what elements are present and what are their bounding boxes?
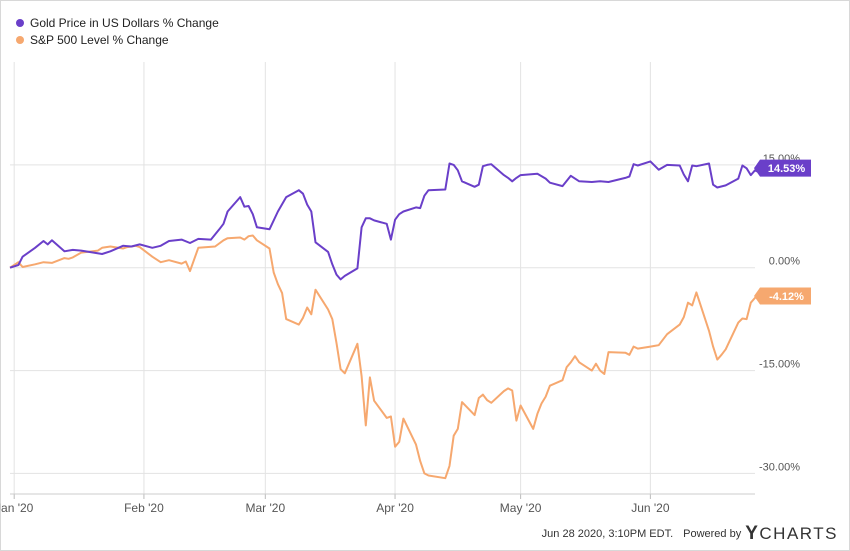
legend-item-gold[interactable]: Gold Price in US Dollars % Change xyxy=(16,14,219,31)
end-value-badges: 14.53% -4.12% xyxy=(754,159,811,305)
legend-label-sp500: S&P 500 Level % Change xyxy=(30,32,169,47)
end-badge-shape xyxy=(754,159,811,177)
end-badge-label: 14.53% xyxy=(768,163,806,175)
x-tick-label: Apr '20 xyxy=(376,501,414,515)
x-tick-label: Mar '20 xyxy=(245,501,285,515)
end-badge-shape xyxy=(754,287,811,305)
grid-layer xyxy=(10,62,755,494)
powered-by-label: Powered by xyxy=(683,528,742,540)
legend-marker-sp500 xyxy=(16,35,24,44)
x-tick-label: Jan '20 xyxy=(0,501,34,515)
legend: Gold Price in US Dollars % Change S&P 50… xyxy=(16,14,219,48)
ycharts-logo[interactable]: YCHARTS xyxy=(745,523,838,545)
footer: Jun 28 2020, 3:10PM EDT. Powered by YCHA… xyxy=(542,523,838,545)
ycharts-logo-y: Y xyxy=(745,523,760,544)
y-axis: 15.00%0.00%-15.00%-30.00% xyxy=(759,153,800,474)
legend-item-sp500[interactable]: S&P 500 Level % Change xyxy=(16,31,219,48)
end-badge-gold: 14.53% xyxy=(754,159,811,177)
x-tick-label: Jun '20 xyxy=(631,501,670,515)
end-badge-label: -4.12% xyxy=(769,291,804,303)
x-axis: Jan '20 Feb '20 Mar '20 Apr '20 May '20 Jun '… xyxy=(0,493,755,515)
timestamp: Jun 28 2020, 3:10PM EDT. xyxy=(541,528,674,540)
series-line-gold xyxy=(9,160,765,281)
y-tick-label: 0.00% xyxy=(769,256,800,268)
x-tick-label: May '20 xyxy=(500,501,542,515)
y-tick-label: -15.00% xyxy=(759,359,800,371)
end-badge-sp500: -4.12% xyxy=(754,287,811,305)
legend-label-gold: Gold Price in US Dollars % Change xyxy=(30,15,219,30)
series-layer xyxy=(9,160,765,480)
ycharts-logo-text: CHARTS xyxy=(759,524,838,543)
series-line-sp500 xyxy=(9,234,760,480)
y-tick-label: -30.00% xyxy=(759,461,800,473)
legend-marker-gold xyxy=(16,18,24,27)
x-tick-label: Feb '20 xyxy=(124,501,164,515)
